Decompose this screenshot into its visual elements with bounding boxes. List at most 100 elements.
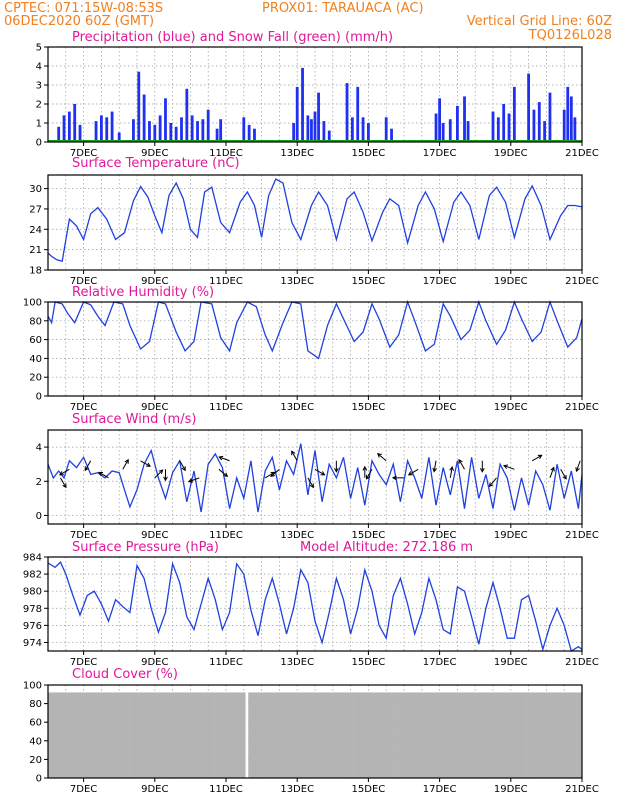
- panel-annotation-altitude: Model Altitude: 272.186 m: [300, 540, 473, 555]
- wind-vector: [408, 468, 419, 476]
- cloud-cover-bar: [148, 692, 151, 778]
- x-tick-label: 17DEC: [423, 657, 457, 668]
- precip-bar: [185, 88, 189, 142]
- cloud-cover-bar: [226, 692, 228, 778]
- cloud-cover-bar: [208, 692, 210, 778]
- y-tick-label: 3: [36, 81, 42, 92]
- x-tick-label: 11DEC: [209, 784, 243, 795]
- cloud-cover-bar: [420, 692, 423, 778]
- cloud-cover-bar: [573, 692, 575, 778]
- cloud-cover-bar: [415, 692, 418, 778]
- y-tick-label: 27: [29, 204, 42, 215]
- cloud-cover-bar: [111, 692, 114, 778]
- cloud-cover-bar: [553, 692, 556, 778]
- cloud-cover-bar: [418, 692, 421, 778]
- cloud-cover-bar: [484, 692, 486, 778]
- cloud-cover-bar: [249, 692, 252, 778]
- precip-bar: [110, 111, 114, 142]
- cloud-cover-bar: [328, 692, 331, 778]
- wind-arrowhead: [223, 472, 229, 478]
- cloud-cover-bar: [565, 692, 568, 778]
- series-line: [47, 560, 583, 653]
- cloud-cover-bar: [107, 692, 110, 778]
- cloud-cover-bar: [79, 692, 81, 778]
- cloud-cover-bar: [64, 692, 67, 778]
- cloud-cover-bar: [117, 692, 120, 778]
- cloud-cover-bar: [561, 692, 564, 778]
- header-model: TQ0126L028: [528, 28, 612, 43]
- cloud-cover-bar: [543, 692, 546, 778]
- precip-bar: [94, 121, 98, 142]
- precip-bar: [73, 104, 77, 142]
- cloud-cover-bar: [59, 692, 62, 778]
- cloud-cover-bar: [227, 692, 230, 778]
- precip-bar: [148, 121, 151, 142]
- cloud-cover-bar: [258, 692, 261, 778]
- panel-title-pressure: Surface Pressure (hPa): [72, 540, 219, 555]
- cloud-cover-bar: [123, 692, 126, 778]
- cloud-cover-bar: [88, 692, 90, 778]
- cloud-cover-bar: [99, 692, 102, 778]
- cloud-cover-bar: [546, 692, 549, 778]
- series-line: [47, 443, 583, 513]
- wind-arrowhead: [84, 466, 89, 472]
- cloud-cover-bar: [104, 692, 107, 778]
- cloud-cover-bar: [319, 692, 322, 778]
- wind-arrowhead: [334, 468, 339, 473]
- cloud-cover-bar: [329, 692, 332, 778]
- precip-bar: [164, 98, 167, 142]
- panel-title-cloud-cover: Cloud Cover (%): [72, 667, 178, 682]
- x-tick-label: 7DEC: [70, 784, 97, 795]
- wind-vector: [59, 468, 70, 476]
- cloud-cover-bar: [295, 692, 298, 778]
- cloud-cover-bar: [567, 692, 569, 778]
- cloud-cover-bar: [230, 692, 233, 778]
- panel-precipitation: 0 1 2 3 4 5 7DEC 9DEC 11DEC 13DEC 15DEC 17DEC 19DEC 2…: [36, 43, 599, 160]
- cloud-cover-bar: [231, 692, 234, 778]
- cloud-cover-bar: [454, 692, 457, 778]
- cloud-cover-bar: [132, 692, 135, 778]
- y-tick-label: 80: [29, 699, 42, 710]
- cloud-cover-bar: [501, 692, 504, 778]
- cloud-cover-bar: [162, 692, 164, 778]
- wind-vector: [377, 453, 387, 462]
- cloud-cover-bar: [451, 692, 454, 778]
- cloud-cover-bar: [555, 692, 558, 778]
- panel-frame: [47, 301, 583, 397]
- y-tick-label: 0: [36, 511, 42, 522]
- cloud-cover-bar: [387, 692, 390, 778]
- precip-bar: [345, 83, 349, 142]
- cloud-cover-bar: [80, 692, 83, 778]
- wind-arrowhead: [158, 469, 164, 475]
- precip-bar: [206, 109, 210, 142]
- cloud-cover-bar: [255, 692, 258, 778]
- cloud-cover-bar: [188, 692, 191, 778]
- precip-bar: [105, 117, 109, 142]
- cloud-cover-bar: [404, 692, 406, 778]
- cloud-cover-bar: [70, 692, 73, 778]
- cloud-cover-bar: [269, 692, 271, 778]
- cloud-cover-bar: [377, 692, 380, 778]
- wind-vector: [503, 465, 515, 470]
- cloud-cover-bar: [360, 692, 363, 778]
- cloud-cover-bar: [317, 692, 320, 778]
- cloud-cover-bar: [98, 692, 101, 778]
- y-tick-label: 0: [36, 392, 42, 403]
- cloud-cover-bar: [481, 692, 483, 778]
- y-tick-label: 60: [29, 335, 42, 346]
- y-tick-label: 20: [29, 373, 42, 384]
- cloud-cover-bar: [276, 692, 279, 778]
- series-line: [47, 299, 583, 360]
- cloud-cover-bar: [488, 692, 491, 778]
- cloud-cover-bar: [497, 692, 500, 778]
- cloud-cover-bar: [525, 692, 528, 778]
- precip-bar: [247, 124, 251, 142]
- cloud-cover-bar: [251, 692, 253, 778]
- y-tick-label: 20: [29, 755, 42, 766]
- cloud-cover-bar: [516, 692, 519, 778]
- cloud-cover-bar: [349, 692, 351, 778]
- cloud-cover-bar: [527, 692, 529, 778]
- cloud-cover-bar: [315, 692, 317, 778]
- cloud-cover-bar: [67, 692, 70, 778]
- cloud-cover-bar: [56, 692, 59, 778]
